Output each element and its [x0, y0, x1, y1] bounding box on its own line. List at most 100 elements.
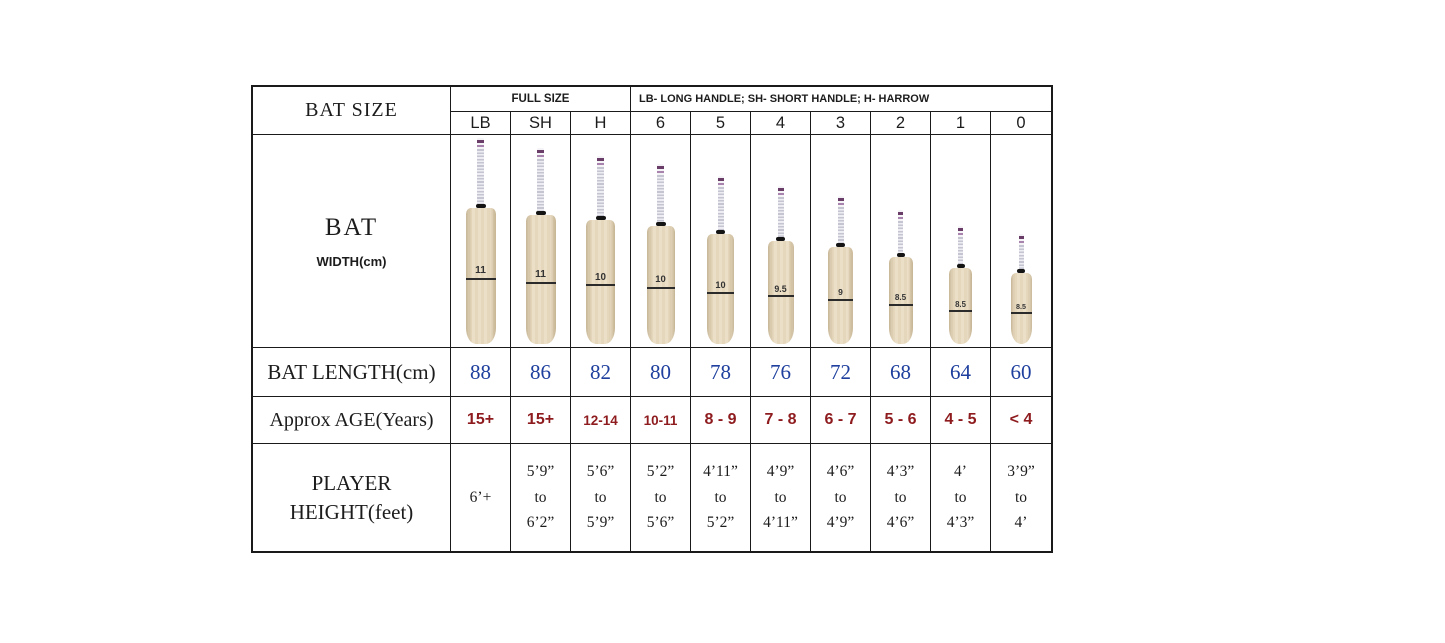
bat-image-cell-2: 8.5	[871, 135, 931, 348]
grip-cap	[537, 148, 544, 159]
grip-cap	[777, 186, 784, 197]
bat-width-value: 8.5	[888, 293, 913, 306]
grip-band-light	[657, 170, 664, 173]
player-height-value: 6’+	[451, 444, 511, 551]
bat-shoulder-collar	[956, 263, 965, 268]
age-value: 12-14	[571, 397, 631, 444]
height-text: 4’	[954, 463, 967, 481]
grip-cap	[657, 164, 664, 175]
grip-band-light	[537, 154, 544, 157]
full-size-group-header: FULL SIZE	[451, 87, 631, 112]
bat-blade: 10	[586, 220, 615, 344]
column-header-1: 1	[931, 112, 991, 135]
bat-length-value: 60	[991, 348, 1051, 397]
column-header-2: 2	[871, 112, 931, 135]
bat-handle-grip	[597, 156, 604, 217]
approx-age-row-label: Approx AGE(Years)	[253, 397, 451, 444]
grip-band-dark	[837, 198, 844, 201]
player-height-value: 5’9” to 6’2”	[511, 444, 571, 551]
height-text: 4’11”	[763, 514, 798, 532]
player-height-value: 4’6” to 4’9”	[811, 444, 871, 551]
bat-blade: 8.5	[1010, 273, 1032, 344]
player-height-value: 4’ to 4’3”	[931, 444, 991, 551]
column-header-3: 3	[811, 112, 871, 135]
grip-band-dark	[777, 188, 784, 191]
bat-shoulder-collar	[535, 210, 546, 215]
age-value: 8 - 9	[691, 397, 751, 444]
height-text: 5’6”	[646, 514, 675, 532]
grip-cap	[477, 138, 484, 149]
bat-blade: 9	[828, 247, 853, 344]
height-text: to	[534, 488, 547, 506]
bat-length-value: 64	[931, 348, 991, 397]
height-text: to	[894, 488, 907, 506]
bat-handle-grip	[837, 196, 844, 244]
grip-band-light	[1018, 240, 1024, 243]
bat-length-value: 80	[631, 348, 691, 397]
grip-band-light	[898, 216, 903, 219]
cricket-bat-illustration: 11	[525, 148, 556, 344]
grip-band-dark	[657, 166, 664, 169]
height-text: 5’9”	[586, 514, 615, 532]
age-value: 6 - 7	[811, 397, 871, 444]
grip-band-light	[477, 144, 484, 147]
bat-image-cell-0: 8.5	[991, 135, 1051, 348]
height-text: to	[954, 488, 967, 506]
bat-image-cell-6: 10	[631, 135, 691, 348]
bat-width-row-label: BAT WIDTH(cm)	[253, 135, 451, 348]
height-text: to	[774, 488, 787, 506]
player-height-value: 3’9” to 4’	[991, 444, 1051, 551]
bat-length-value: 86	[511, 348, 571, 397]
bat-blade: 10	[707, 233, 734, 344]
cricket-bat-illustration: 9.5	[767, 186, 794, 344]
bat-blade: 11	[525, 214, 556, 344]
bat-image-cell-3: 9	[811, 135, 871, 348]
grip-band-light	[717, 182, 724, 185]
column-header-6: 6	[631, 112, 691, 135]
bat-shoulder-collar	[475, 203, 486, 208]
player-height-value: 5’6” to 5’9”	[571, 444, 631, 551]
bat-length-row-label: BAT LENGTH(cm)	[253, 348, 451, 397]
bat-handle-grip	[1018, 234, 1024, 270]
bat-handle-grip	[477, 138, 484, 204]
grip-band-light	[958, 232, 963, 235]
column-header-5: 5	[691, 112, 751, 135]
bat-width-value: 10	[586, 272, 615, 287]
height-text: 4’11”	[703, 463, 738, 481]
corner-header-bat-size: BAT SIZE	[253, 87, 451, 135]
column-header-4: 4	[751, 112, 811, 135]
height-text: to	[834, 488, 847, 506]
player-height-value: 4’11” to 5’2”	[691, 444, 751, 551]
age-value: < 4	[991, 397, 1051, 444]
bat-image-cell-lb: 11	[451, 135, 511, 348]
grip-cap	[597, 156, 604, 167]
bat-width-value: 9.5	[767, 284, 794, 298]
height-text: to	[1014, 488, 1028, 506]
height-text: 6’2”	[526, 514, 555, 532]
bat-length-value: 76	[751, 348, 811, 397]
cricket-bat-illustration: 10	[586, 156, 615, 344]
bat-shoulder-collar	[595, 216, 606, 221]
grip-band-dark	[1018, 236, 1024, 239]
cricket-bat-illustration: 11	[465, 138, 496, 344]
bat-width-value: 11	[525, 269, 556, 284]
bat-shoulder-collar	[716, 229, 725, 234]
cricket-bat-illustration: 9	[828, 196, 853, 344]
height-text: 5’6”	[586, 463, 615, 481]
bat-handle-grip	[717, 176, 724, 230]
grip-band-light	[837, 202, 844, 205]
player-label: PLAYER	[311, 471, 392, 496]
column-header-0: 0	[991, 112, 1051, 135]
grip-band-light	[777, 192, 784, 195]
bat-length-value: 88	[451, 348, 511, 397]
cricket-bat-illustration: 8.5	[1010, 234, 1032, 344]
bat-image-cell-h: 10	[571, 135, 631, 348]
age-value: 7 - 8	[751, 397, 811, 444]
grip-cap	[1018, 234, 1024, 245]
height-text: to	[654, 488, 667, 506]
bat-handle-grip	[657, 164, 664, 222]
bat-handle-grip	[537, 148, 544, 211]
height-text: 5’2”	[646, 463, 675, 481]
bat-size-table: BAT SIZE FULL SIZE LB- LONG HANDLE; SH- …	[251, 85, 1053, 553]
bat-handle-grip	[777, 186, 784, 237]
